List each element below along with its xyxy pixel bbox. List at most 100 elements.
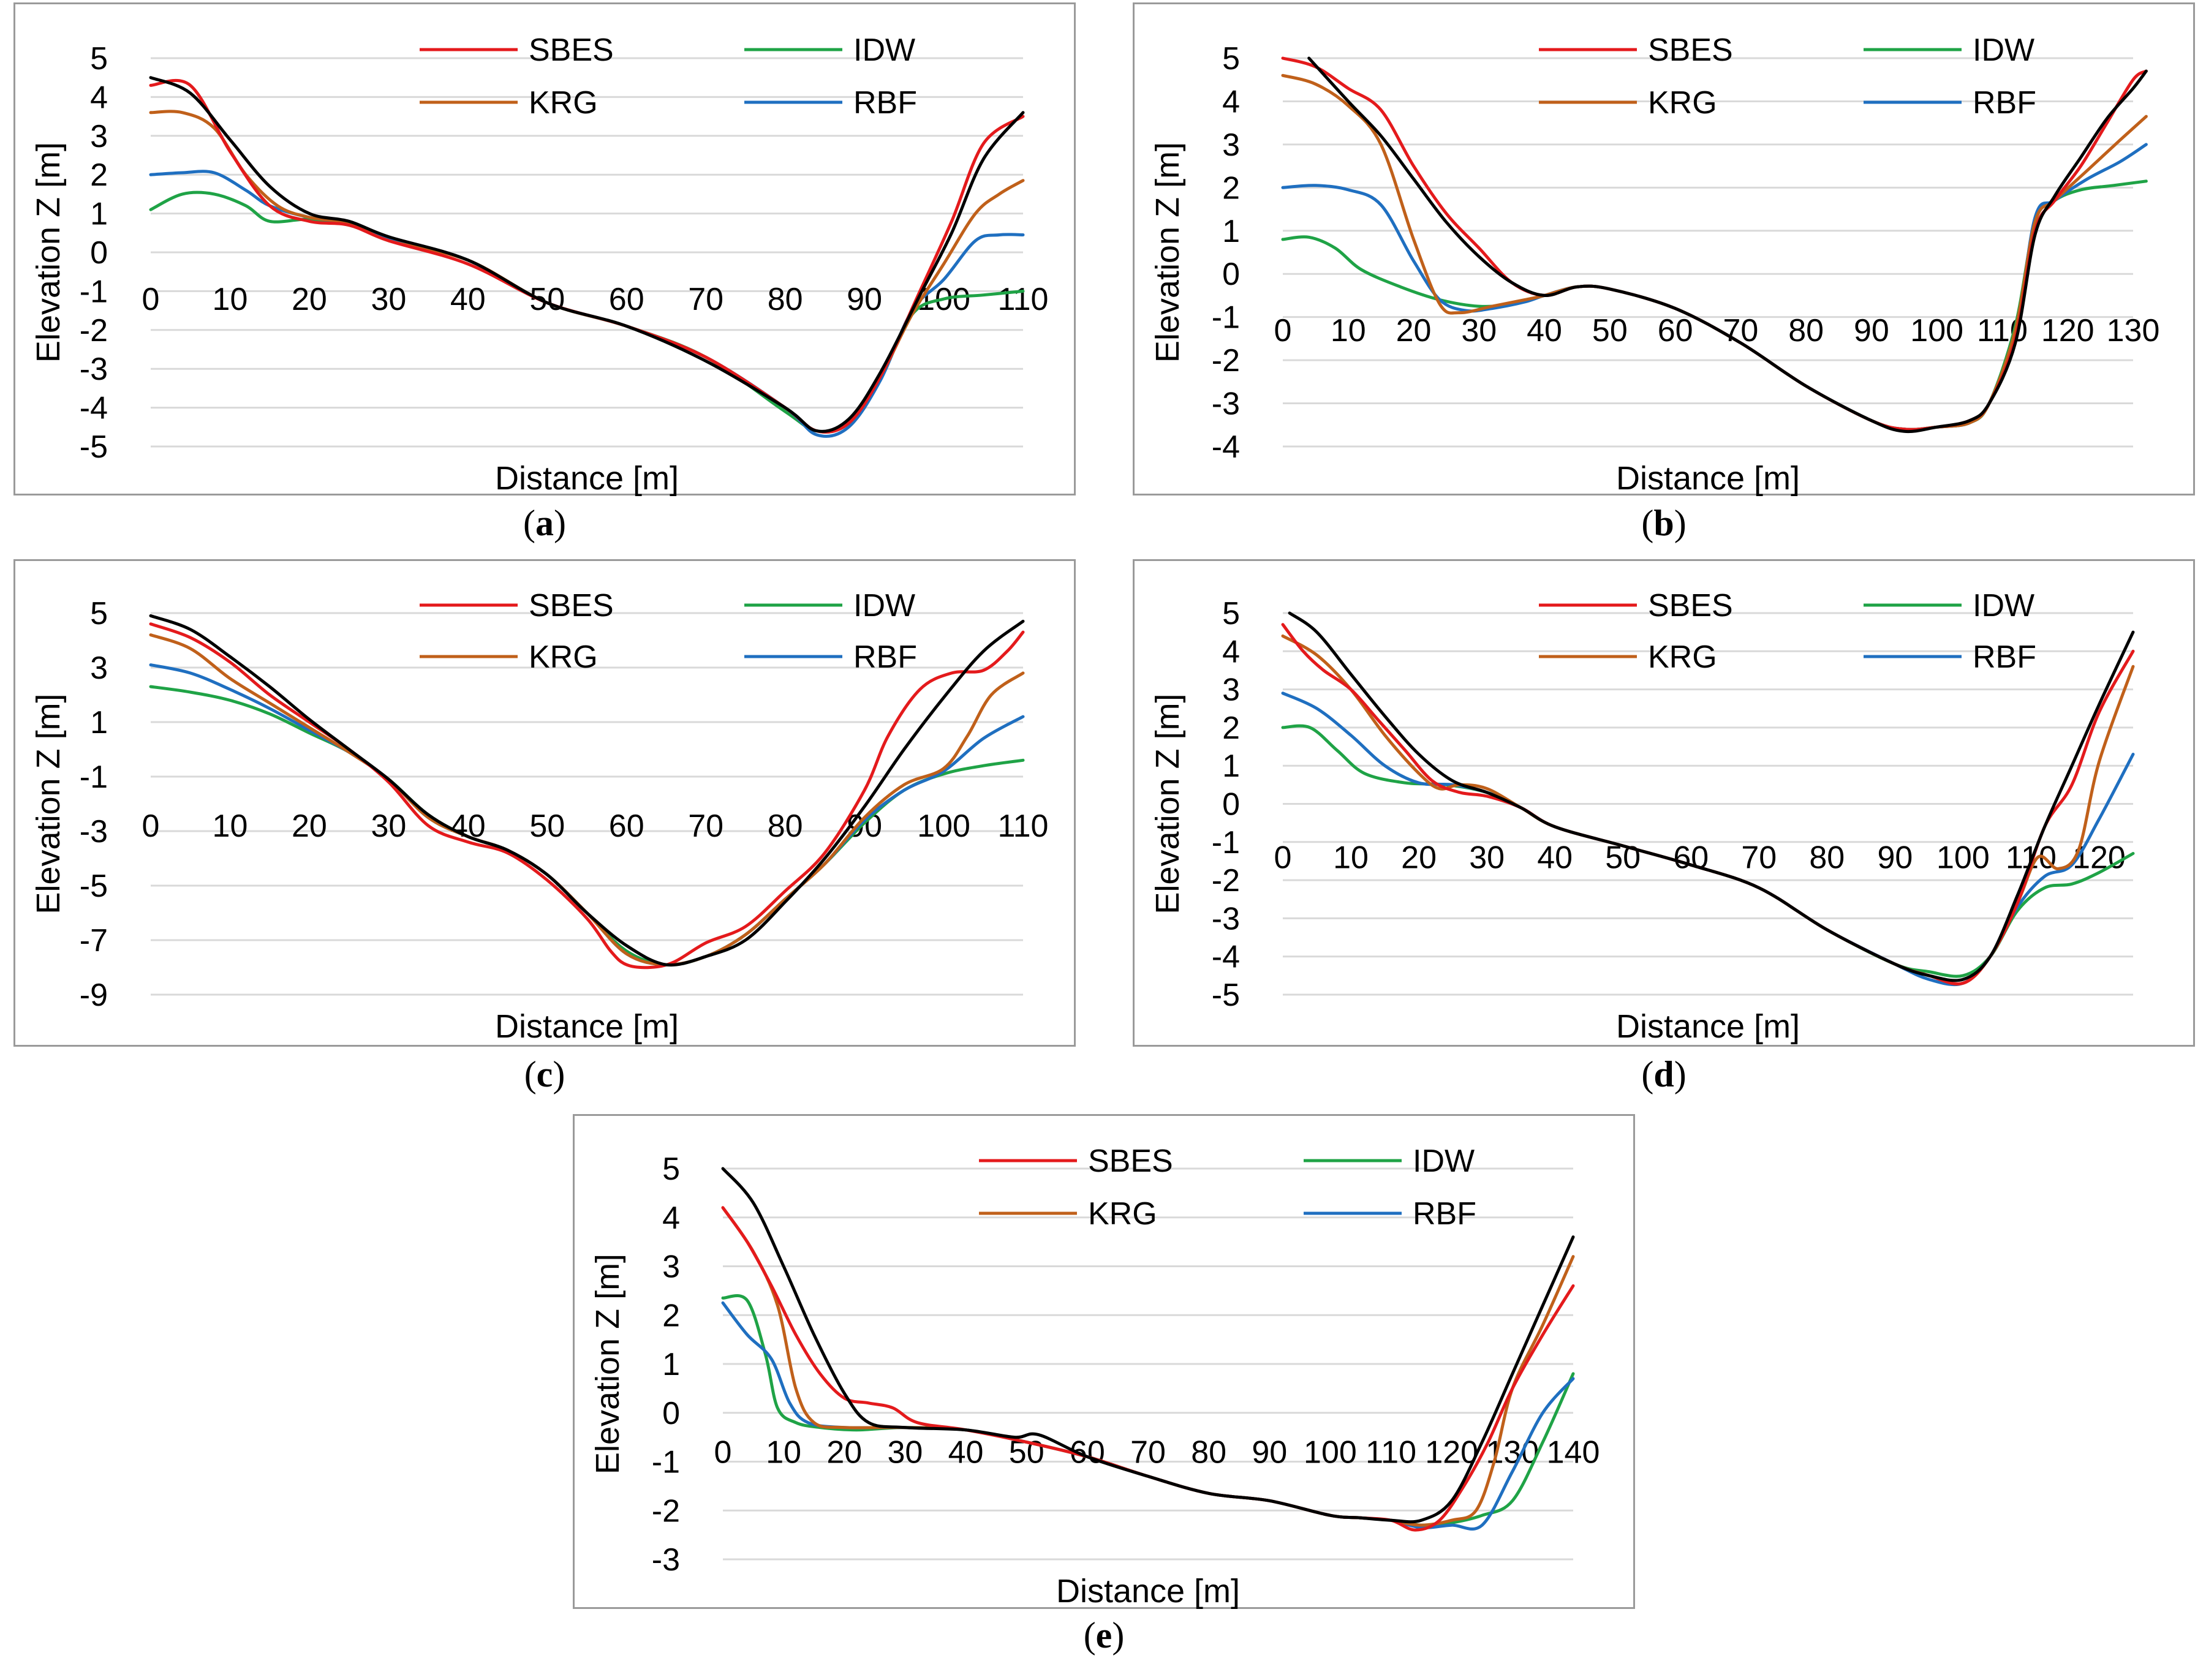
y-tick-label: -5: [80, 868, 108, 904]
legend-label-sbes: SBES: [529, 32, 614, 68]
y-tick-label: -1: [80, 759, 108, 795]
y-tick-label: -3: [1212, 386, 1240, 422]
x-tick-label: 100: [917, 808, 970, 844]
y-tick-label: -4: [1212, 429, 1240, 465]
x-tick-label: 70: [1741, 840, 1777, 876]
chart-panel-c: 5 3 1 -1 -3 -5 -7 -9 0 10 20 30 40 50 60 70 80 90 100 110 Di…: [13, 559, 1076, 1047]
y-tick-label: 2: [1222, 170, 1240, 206]
x-axis-label: Distance [m]: [495, 460, 679, 497]
x-tick-label: 80: [1191, 1435, 1226, 1471]
x-tick-label: 70: [688, 282, 723, 317]
caption-a: (a): [523, 503, 566, 543]
x-tick-label: 90: [1877, 840, 1913, 876]
x-tick-label: 80: [768, 282, 803, 317]
y-tick-label: 3: [1222, 672, 1240, 708]
series-line-reference: [1307, 56, 2148, 434]
y-tick-label: -2: [652, 1493, 680, 1529]
x-tick-label: 60: [609, 282, 644, 317]
x-tick-label: 60: [1658, 313, 1693, 348]
legend-label-krg: KRG: [529, 639, 598, 675]
y-tick-label: 1: [1222, 748, 1240, 784]
y-tick-label: -2: [80, 313, 108, 348]
y-tick-label: -3: [652, 1542, 680, 1578]
x-tick-label: 120: [2041, 313, 2095, 348]
x-tick-label: 30: [1469, 840, 1505, 876]
x-axis-label: Distance [m]: [1056, 1573, 1240, 1610]
series-line-krg: [1281, 73, 2148, 431]
caption-d: (d): [1641, 1054, 1687, 1094]
y-axis-label: Elevation Z [m]: [1149, 693, 1186, 914]
y-tick-label: 0: [90, 235, 108, 271]
caption-c-letter: c: [536, 1054, 553, 1094]
y-tick-label: -9: [80, 977, 108, 1013]
x-tick-label: 30: [371, 808, 406, 844]
x-tick-label: 100: [1936, 840, 1990, 876]
legend-label-rbf: RBF: [853, 639, 917, 675]
x-tick-label: 70: [688, 808, 723, 844]
x-tick-label: 30: [1461, 313, 1497, 348]
series-line-reference: [1288, 611, 2135, 982]
y-tick-label: 5: [90, 41, 108, 77]
y-tick-label: 2: [90, 157, 108, 193]
legend-label-krg: KRG: [1648, 639, 1717, 675]
series-line-reference: [149, 76, 1025, 433]
x-tick-label: 0: [714, 1435, 732, 1471]
x-tick-label: 110: [1366, 1435, 1416, 1471]
x-tick-label: 80: [1809, 840, 1845, 876]
caption-e-letter: e: [1095, 1615, 1112, 1656]
series-line-idw: [149, 190, 1025, 434]
x-tick-label: 110: [998, 282, 1049, 317]
x-tick-label: 90: [1854, 313, 1889, 348]
y-tick-label: -1: [652, 1445, 680, 1480]
y-tick-label: 3: [90, 119, 108, 154]
x-tick-label: 90: [847, 808, 882, 844]
x-tick-label: 30: [888, 1435, 923, 1471]
y-axis-label: Elevation Z [m]: [589, 1254, 626, 1474]
x-tick-label: 20: [292, 808, 327, 844]
legend-label-sbes: SBES: [1088, 1143, 1173, 1179]
y-tick-label: -4: [80, 391, 108, 426]
x-tick-label: 10: [213, 808, 248, 844]
chart-panel-b: 5 4 3 2 1 0 -1 -2 -3 -4 0 10 20 30 40 50 60 70 80 90 100 110 1…: [1133, 2, 2195, 497]
chart-panel-a: 5 4 3 2 1 0 -1 -2 -3 -4 -5 0 10 20 30 40 50 60 70 80 90 100 11…: [13, 2, 1076, 497]
y-tick-label: -3: [1212, 901, 1240, 936]
chart-panel-e: 5 4 3 2 1 0 -1 -2 -3 0 10 20 30 40 50 60 70 80 90 100 110 120…: [573, 1114, 1635, 1610]
legend-label-rbf: RBF: [1973, 85, 2036, 121]
x-tick-label: 110: [998, 808, 1049, 844]
series-line-krg: [149, 110, 1025, 434]
x-tick-label: 130: [2107, 313, 2160, 348]
y-tick-label: 3: [662, 1249, 680, 1285]
legend-label-sbes: SBES: [1648, 32, 1733, 68]
series-line-idw: [1281, 179, 2148, 431]
x-tick-label: 20: [292, 282, 327, 317]
y-tick-label: 1: [1222, 214, 1240, 249]
legend-label-krg: KRG: [1088, 1196, 1157, 1232]
x-tick-label: 100: [1304, 1435, 1357, 1471]
x-tick-label: 20: [1396, 313, 1432, 348]
x-tick-label: 0: [1274, 313, 1292, 348]
x-tick-label: 40: [450, 282, 486, 317]
y-tick-label: -2: [1212, 343, 1240, 379]
legend-label-sbes: SBES: [529, 588, 614, 623]
x-axis-label: Distance [m]: [495, 1008, 679, 1045]
x-tick-label: 90: [1252, 1435, 1287, 1471]
x-axis-label: Distance [m]: [1616, 460, 1800, 497]
x-tick-label: 20: [826, 1435, 862, 1471]
y-tick-label: -5: [80, 429, 108, 465]
series-line-sbes: [149, 78, 1025, 434]
y-tick-label: -4: [1212, 940, 1240, 975]
y-tick-label: 4: [662, 1200, 680, 1236]
x-tick-label: 100: [1910, 313, 1963, 348]
y-tick-label: 4: [1222, 84, 1240, 119]
series-line-sbes: [149, 622, 1025, 970]
series-line-reference: [721, 1167, 1575, 1524]
y-tick-label: 1: [90, 197, 108, 232]
y-tick-label: -1: [80, 274, 108, 309]
legend-label-idw: IDW: [1973, 32, 2034, 68]
caption-c: (c): [524, 1054, 565, 1094]
y-tick-label: 4: [90, 80, 108, 115]
series-line-rbf: [721, 1301, 1575, 1531]
y-tick-label: 5: [1222, 596, 1240, 631]
y-tick-label: 0: [1222, 787, 1240, 823]
caption-d-letter: d: [1653, 1054, 1674, 1094]
